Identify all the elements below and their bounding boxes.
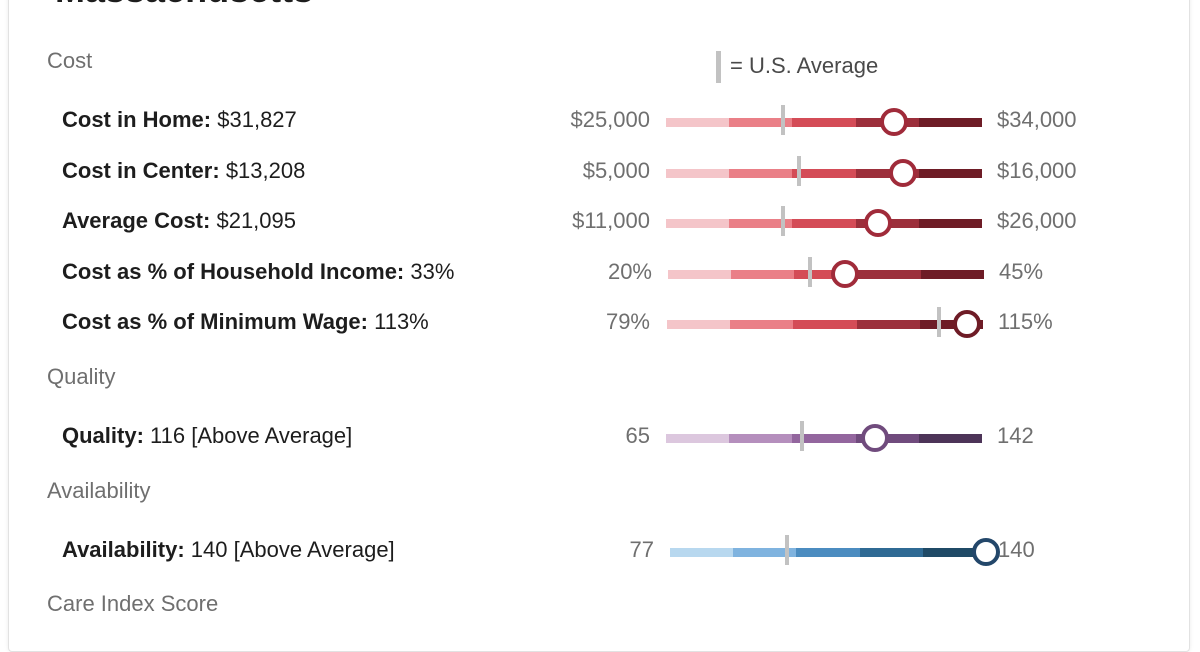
quality-label: Quality: 116 [Above Average] [62, 423, 352, 449]
scale-segment [794, 270, 858, 279]
scale-segment [731, 270, 795, 279]
us-average-legend-tick [716, 51, 721, 83]
section-cost: Cost [47, 48, 93, 73]
scale-segment [666, 118, 730, 127]
cost-in-home-min: $25,000 [570, 107, 650, 132]
average-cost-scale [666, 219, 983, 228]
quality-min: 65 [625, 423, 650, 448]
scale-segment [792, 118, 856, 127]
row-value: $13,208 [225, 158, 306, 183]
scale-segment [859, 548, 923, 557]
cost-household-income-label: Cost as % of Household Income: 33% [62, 259, 454, 285]
cost-minimum-wage-max: 115% [998, 309, 1053, 334]
cost-minimum-wage-label: Cost as % of Minimum Wage: 113% [62, 309, 429, 335]
cost-minimum-wage-us-average-tick [936, 307, 941, 337]
scale-segment [855, 169, 919, 178]
row-title: Cost in Home: [62, 107, 212, 132]
scale-segment [666, 219, 730, 228]
scale-segment [730, 320, 794, 329]
cost-in-center-label: Cost in Center: $13,208 [62, 158, 305, 184]
section-care-index: Care Index Score [47, 591, 219, 616]
scale-segment [796, 548, 860, 557]
availability-us-average-tick [784, 535, 789, 565]
average-cost-us-average-tick [780, 206, 785, 236]
availability-max: 140 [998, 537, 1035, 562]
cost-in-center-min: $5,000 [582, 158, 650, 183]
average-cost-label: Average Cost: $21,095 [62, 208, 296, 234]
cost-in-center-marker[interactable] [889, 159, 917, 187]
row-value: 33% [410, 259, 455, 284]
row-title: Quality: [62, 423, 144, 448]
scale-segment [792, 219, 856, 228]
scale-segment [729, 434, 793, 443]
availability-marker[interactable] [972, 538, 1000, 566]
row-value: 113% [374, 309, 429, 334]
cost-in-home-us-average-tick [780, 105, 785, 135]
scale-segment [856, 320, 920, 329]
row-title: Average Cost: [62, 208, 211, 233]
cost-household-income-min: 20% [607, 259, 652, 284]
cost-minimum-wage-min: 79% [605, 309, 650, 334]
section-availability: Availability [47, 478, 151, 503]
cost-household-income-scale [668, 270, 985, 279]
scale-segment [920, 270, 985, 279]
scale-segment [733, 548, 797, 557]
average-cost-marker[interactable] [863, 209, 892, 237]
us-average-legend-label: = U.S. Average [730, 53, 879, 78]
row-value: 116 [Above Average] [150, 423, 353, 448]
scale-segment [792, 169, 856, 178]
cost-household-income-max: 45% [999, 259, 1044, 284]
scale-segment [729, 169, 793, 178]
row-title: Cost as % of Minimum Wage: [62, 309, 368, 334]
cost-in-home-scale [666, 118, 983, 127]
average-cost-max: $26,000 [997, 208, 1077, 233]
scale-segment [666, 169, 730, 178]
scale-segment [793, 320, 857, 329]
scale-segment [922, 548, 987, 557]
cost-household-income-us-average-tick [808, 257, 813, 287]
scale-segment [668, 270, 732, 279]
row-value: $31,827 [217, 107, 297, 132]
cost-household-income-marker[interactable] [830, 260, 859, 288]
scale-segment [918, 169, 983, 178]
cost-in-center-max: $16,000 [997, 158, 1077, 183]
scale-segment [729, 118, 793, 127]
section-quality: Quality [47, 364, 116, 389]
availability-scale [670, 548, 987, 557]
state-title: Massachusetts [55, 0, 313, 11]
row-title: Cost as % of Household Income: [62, 259, 405, 284]
row-value: 140 [Above Average] [190, 537, 395, 562]
scale-segment [919, 320, 984, 329]
scale-segment [670, 548, 734, 557]
cost-minimum-wage-marker[interactable] [953, 310, 982, 338]
quality-us-average-tick [799, 421, 804, 451]
availability-min: 77 [629, 537, 654, 562]
availability-label: Availability: 140 [Above Average] [62, 537, 395, 563]
quality-scale [666, 434, 983, 443]
row-value: $21,095 [216, 208, 296, 233]
average-cost-min: $11,000 [572, 208, 650, 233]
row-title: Availability: [62, 537, 185, 562]
cost-in-home-marker[interactable] [879, 108, 908, 136]
scale-segment [918, 219, 983, 228]
scale-segment [918, 434, 983, 443]
cost-in-home-label: Cost in Home: $31,827 [62, 107, 297, 133]
row-title: Cost in Center: [62, 158, 220, 183]
scale-segment [667, 320, 731, 329]
scale-segment [857, 270, 921, 279]
scale-segment [792, 434, 856, 443]
quality-marker[interactable] [860, 424, 889, 452]
cost-in-center-us-average-tick [796, 156, 801, 186]
cost-in-center-scale [666, 169, 983, 178]
cost-in-home-max: $34,000 [997, 107, 1077, 132]
scale-segment [666, 434, 730, 443]
quality-max: 142 [997, 423, 1034, 448]
scale-segment [918, 118, 983, 127]
cost-minimum-wage-scale [667, 320, 984, 329]
scale-segment [729, 219, 793, 228]
